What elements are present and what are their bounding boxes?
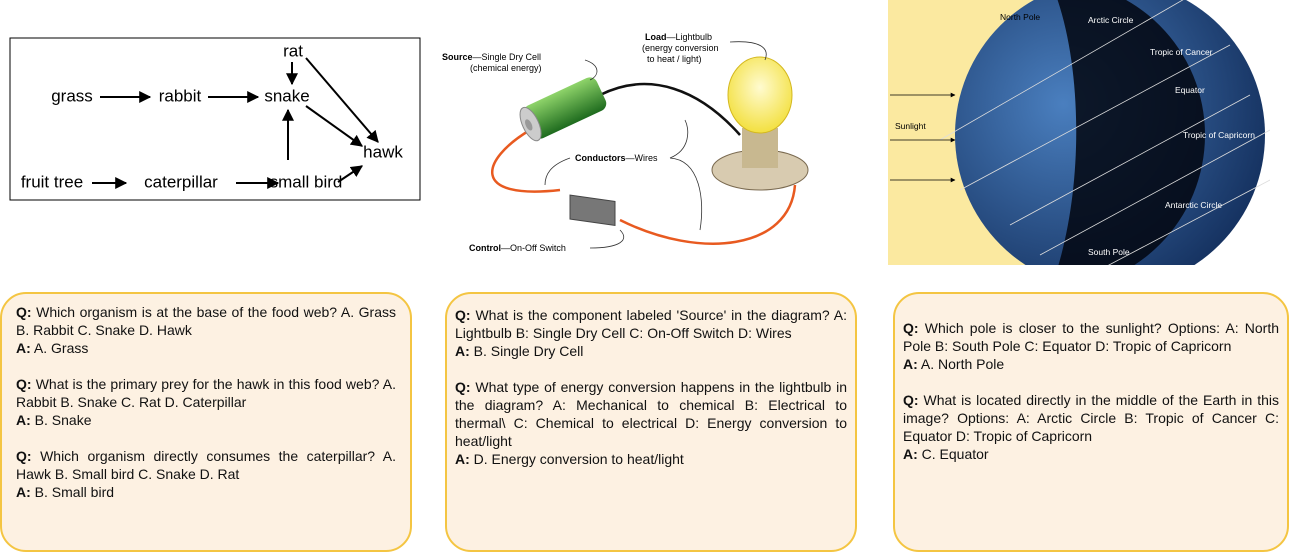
desc: —Lightbulb (667, 32, 713, 42)
question: What is the component labeled 'Source' i… (455, 307, 847, 341)
label: Equator (1175, 85, 1205, 95)
q-label: Q: (903, 320, 919, 336)
question: What type of energy conversion happens i… (455, 379, 847, 449)
desc: —Single Dry Cell (473, 52, 542, 62)
answer: B. Snake (35, 412, 92, 428)
term: Source (442, 52, 473, 62)
a-label: A: (455, 451, 470, 467)
note: to heat / light) (647, 54, 702, 64)
svg-text:Load—Lightbulb: Load—Lightbulb (645, 32, 712, 42)
qa-pair: Q: What is the primary prey for the hawk… (16, 375, 396, 429)
a-label: A: (16, 412, 31, 428)
a-label: A: (16, 340, 31, 356)
term: Load (645, 32, 667, 42)
node: caterpillar (144, 172, 218, 191)
q-label: Q: (16, 448, 32, 464)
node: grass (51, 86, 93, 105)
node: rabbit (159, 86, 202, 105)
qa-pair: Q: What is located directly in the middl… (903, 391, 1279, 463)
question: Which organism is at the base of the foo… (16, 304, 396, 338)
term: Conductors (575, 153, 626, 163)
a-label: A: (903, 446, 918, 462)
label: Tropic of Cancer (1150, 47, 1213, 57)
note: (chemical energy) (470, 63, 542, 73)
food-web: rat grass rabbit snake hawk fruit tree c… (10, 38, 420, 200)
q-label: Q: (455, 307, 471, 323)
label: Sunlight (895, 121, 926, 131)
question: What is located directly in the middle o… (903, 392, 1279, 444)
question: What is the primary prey for the hawk in… (16, 376, 396, 410)
desc: —On-Off Switch (501, 243, 566, 253)
term: Control (469, 243, 501, 253)
q-label: Q: (903, 392, 919, 408)
answer: A. North Pole (921, 356, 1004, 372)
answer: B. Small bird (35, 484, 114, 500)
circuit: Source—Single Dry Cell (chemical energy)… (442, 32, 808, 253)
figures: rat grass rabbit snake hawk fruit tree c… (0, 0, 1289, 290)
a-label: A: (16, 484, 31, 500)
svg-text:Source—Single Dry Cell: Source—Single Dry Cell (442, 52, 541, 62)
qa-box: Q: Which pole is closer to the sunlight?… (893, 292, 1289, 552)
qa-box: Q: Which organism is at the base of the … (0, 292, 412, 552)
node: snake (264, 86, 309, 105)
q-label: Q: (16, 376, 32, 392)
node: small bird (270, 172, 343, 191)
qa-pair: Q: What is the component labeled 'Source… (455, 306, 847, 360)
question: Which organism directly consumes the cat… (16, 448, 396, 482)
a-label: A: (903, 356, 918, 372)
node: hawk (363, 142, 403, 161)
label: Tropic of Capricorn (1183, 130, 1255, 140)
node: rat (283, 41, 303, 60)
qa-pair: Q: Which organism is at the base of the … (16, 303, 396, 357)
qa-box: Q: What is the component labeled 'Source… (445, 292, 857, 552)
qa-pair: Q: What type of energy conversion happen… (455, 378, 847, 468)
answer: D. Energy conversion to heat/light (474, 451, 684, 467)
q-label: Q: (455, 379, 471, 395)
answer: A. Grass (34, 340, 88, 356)
page: rat grass rabbit snake hawk fruit tree c… (0, 0, 1289, 535)
svg-text:Conductors—Wires: Conductors—Wires (575, 153, 658, 163)
node: fruit tree (21, 172, 83, 191)
label: Antarctic Circle (1165, 200, 1222, 210)
question: Which pole is closer to the sunlight? Op… (903, 320, 1279, 354)
note: (energy conversion (642, 43, 719, 53)
desc: —Wires (626, 153, 658, 163)
label: Arctic Circle (1088, 15, 1134, 25)
label: North Pole (1000, 12, 1040, 22)
answer: B. Single Dry Cell (474, 343, 584, 359)
qa-pair: Q: Which pole is closer to the sunlight?… (903, 319, 1279, 373)
label: South Pole (1088, 247, 1130, 257)
q-label: Q: (16, 304, 32, 320)
a-label: A: (455, 343, 470, 359)
qa-pair: Q: Which organism directly consumes the … (16, 447, 396, 501)
answer: C. Equator (922, 446, 989, 462)
earth: North Pole Arctic Circle Tropic of Cance… (888, 0, 1270, 290)
svg-text:Control—On-Off Switch: Control—On-Off Switch (469, 243, 566, 253)
